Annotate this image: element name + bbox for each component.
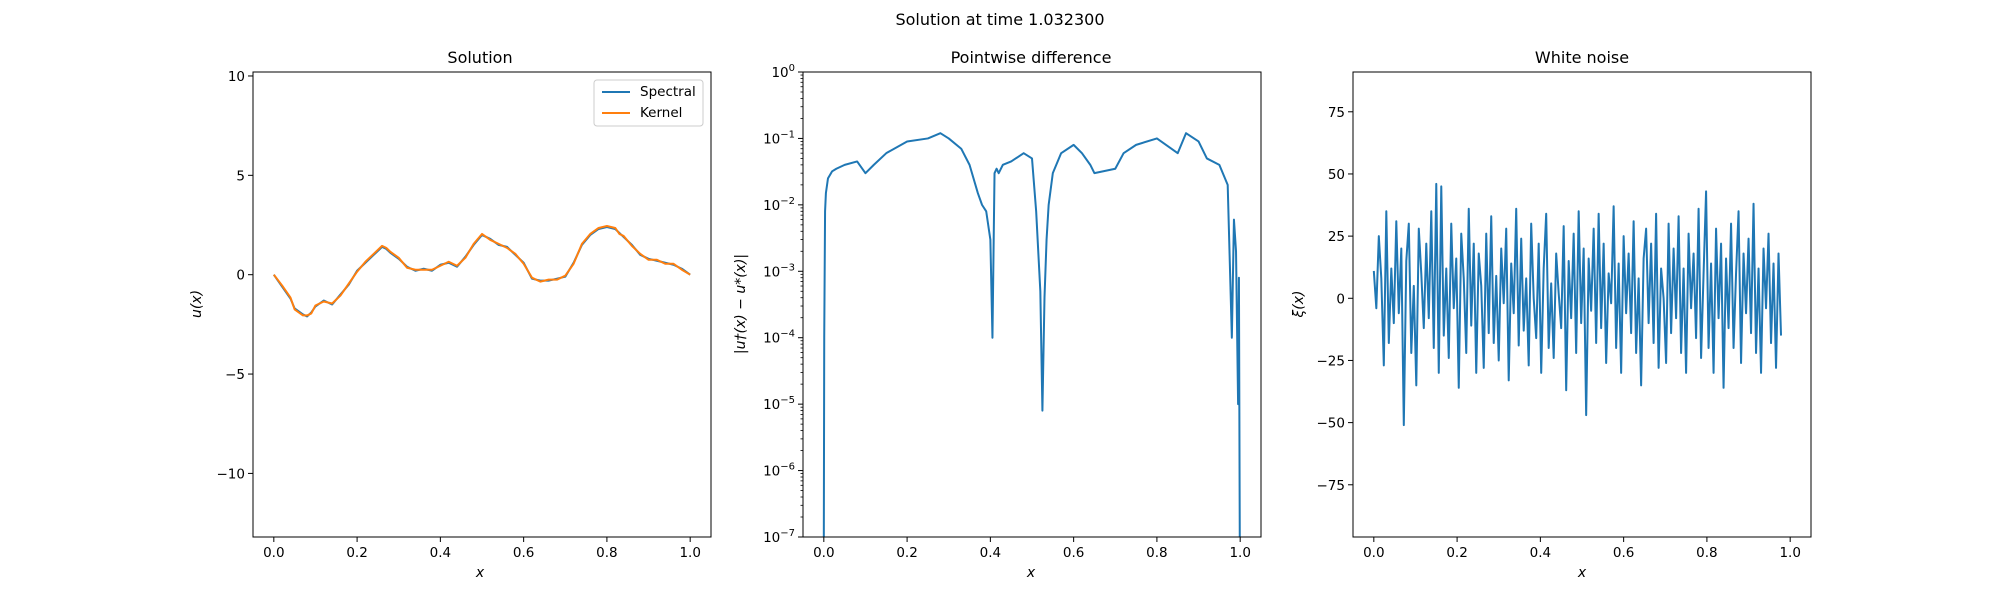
panel-noise-xlabel: x xyxy=(1577,565,1587,581)
y-tick-label: 100 xyxy=(771,63,795,81)
x-tick-label: 1.0 xyxy=(1229,545,1250,561)
x-tick-label: 0.2 xyxy=(1446,545,1467,561)
panel-difference: Pointwise difference 0.0 0.2 0.4 0.6 0.8 1.0 1… xyxy=(733,48,1262,581)
panel-noise: White noise 0.0 0.2 0.4 0.6 0.8 1.0 75 50 25 0 −25… xyxy=(1291,48,1812,581)
x-tick-label: 0.8 xyxy=(1696,545,1717,561)
axes-frame xyxy=(1352,71,1812,538)
legend-label-spectral: Spectral xyxy=(640,84,696,100)
y-tick-label: −10 xyxy=(217,466,246,482)
panel-difference-xlabel: x xyxy=(1026,565,1036,581)
panel-solution-title: Solution xyxy=(447,48,512,67)
series-line-difference xyxy=(822,132,1241,537)
panel-difference-plot: 0.0 0.2 0.4 0.6 0.8 1.0 100 10−1 10−2 10−3 10−4 10−… xyxy=(763,63,1262,561)
x-tick-label: 0.6 xyxy=(513,545,534,561)
panel-noise-title: White noise xyxy=(1535,48,1629,67)
x-tick-label: 0.2 xyxy=(346,545,367,561)
x-tick-label: 0.4 xyxy=(430,545,451,561)
x-tick-label: 0.0 xyxy=(1363,545,1384,561)
panel-noise-ylabel: ξ(x) xyxy=(1291,290,1307,318)
y-tick-label: 10−2 xyxy=(763,196,795,214)
y-tick-label: 10−5 xyxy=(763,395,795,413)
y-tick-label: 5 xyxy=(236,168,245,184)
y-tick-label: 0 xyxy=(1336,291,1345,307)
panel-noise-plot: 0.0 0.2 0.4 0.6 0.8 1.0 75 50 25 0 −25 −50 −75 xyxy=(1317,71,1812,561)
panel-solution-ylabel: u(x) xyxy=(189,290,205,318)
y-tick-label: 10 xyxy=(228,69,245,85)
legend-label-kernel: Kernel xyxy=(640,105,682,121)
panel-solution-plot: 0.0 0.2 0.4 0.6 0.8 1.0 10 5 0 −5 −10 xyxy=(217,69,712,561)
x-tick-label: 0.6 xyxy=(1063,545,1084,561)
y-tick-label: 10−4 xyxy=(763,329,795,347)
figure-suptitle: Solution at time 1.032300 xyxy=(895,10,1104,29)
y-tick-label: 0 xyxy=(236,268,245,284)
y-tick-label: −25 xyxy=(1317,353,1346,369)
x-tick-label: 0.0 xyxy=(263,545,284,561)
series-line-noise xyxy=(1372,182,1783,427)
panel-solution: Solution 0.0 0.2 0.4 0.6 0.8 1.0 10 5 0 −5 −10 Spe… xyxy=(189,48,712,581)
x-tick-label: 0.0 xyxy=(813,545,834,561)
y-tick-label: 10−3 xyxy=(763,262,795,280)
x-tick-label: 0.2 xyxy=(896,545,917,561)
axes-frame xyxy=(252,71,712,538)
panel-solution-legend: Spectral Kernel xyxy=(593,79,704,127)
y-tick-label: −50 xyxy=(1317,416,1346,432)
y-tick-label: 10−7 xyxy=(763,528,795,546)
x-tick-label: 0.8 xyxy=(1146,545,1167,561)
x-tick-label: 0.6 xyxy=(1613,545,1634,561)
x-tick-label: 0.4 xyxy=(980,545,1001,561)
y-tick-label: −5 xyxy=(225,367,245,383)
x-tick-label: 0.8 xyxy=(596,545,617,561)
x-tick-label: 0.4 xyxy=(1530,545,1551,561)
y-tick-label: 10−6 xyxy=(763,462,795,480)
y-tick-label: 50 xyxy=(1328,167,1345,183)
x-tick-label: 1.0 xyxy=(679,545,700,561)
series-line-kernel xyxy=(273,225,691,317)
y-tick-label: −75 xyxy=(1317,478,1346,494)
axes-frame xyxy=(802,71,1262,538)
panel-solution-xlabel: x xyxy=(475,565,485,581)
y-tick-label: 75 xyxy=(1328,105,1345,121)
y-tick-label: 25 xyxy=(1328,229,1345,245)
y-tick-label: 10−1 xyxy=(763,129,795,147)
panel-difference-title: Pointwise difference xyxy=(951,48,1112,67)
panel-difference-ylabel: |u†(x) − u*(x)| xyxy=(733,254,749,354)
x-tick-label: 1.0 xyxy=(1779,545,1800,561)
